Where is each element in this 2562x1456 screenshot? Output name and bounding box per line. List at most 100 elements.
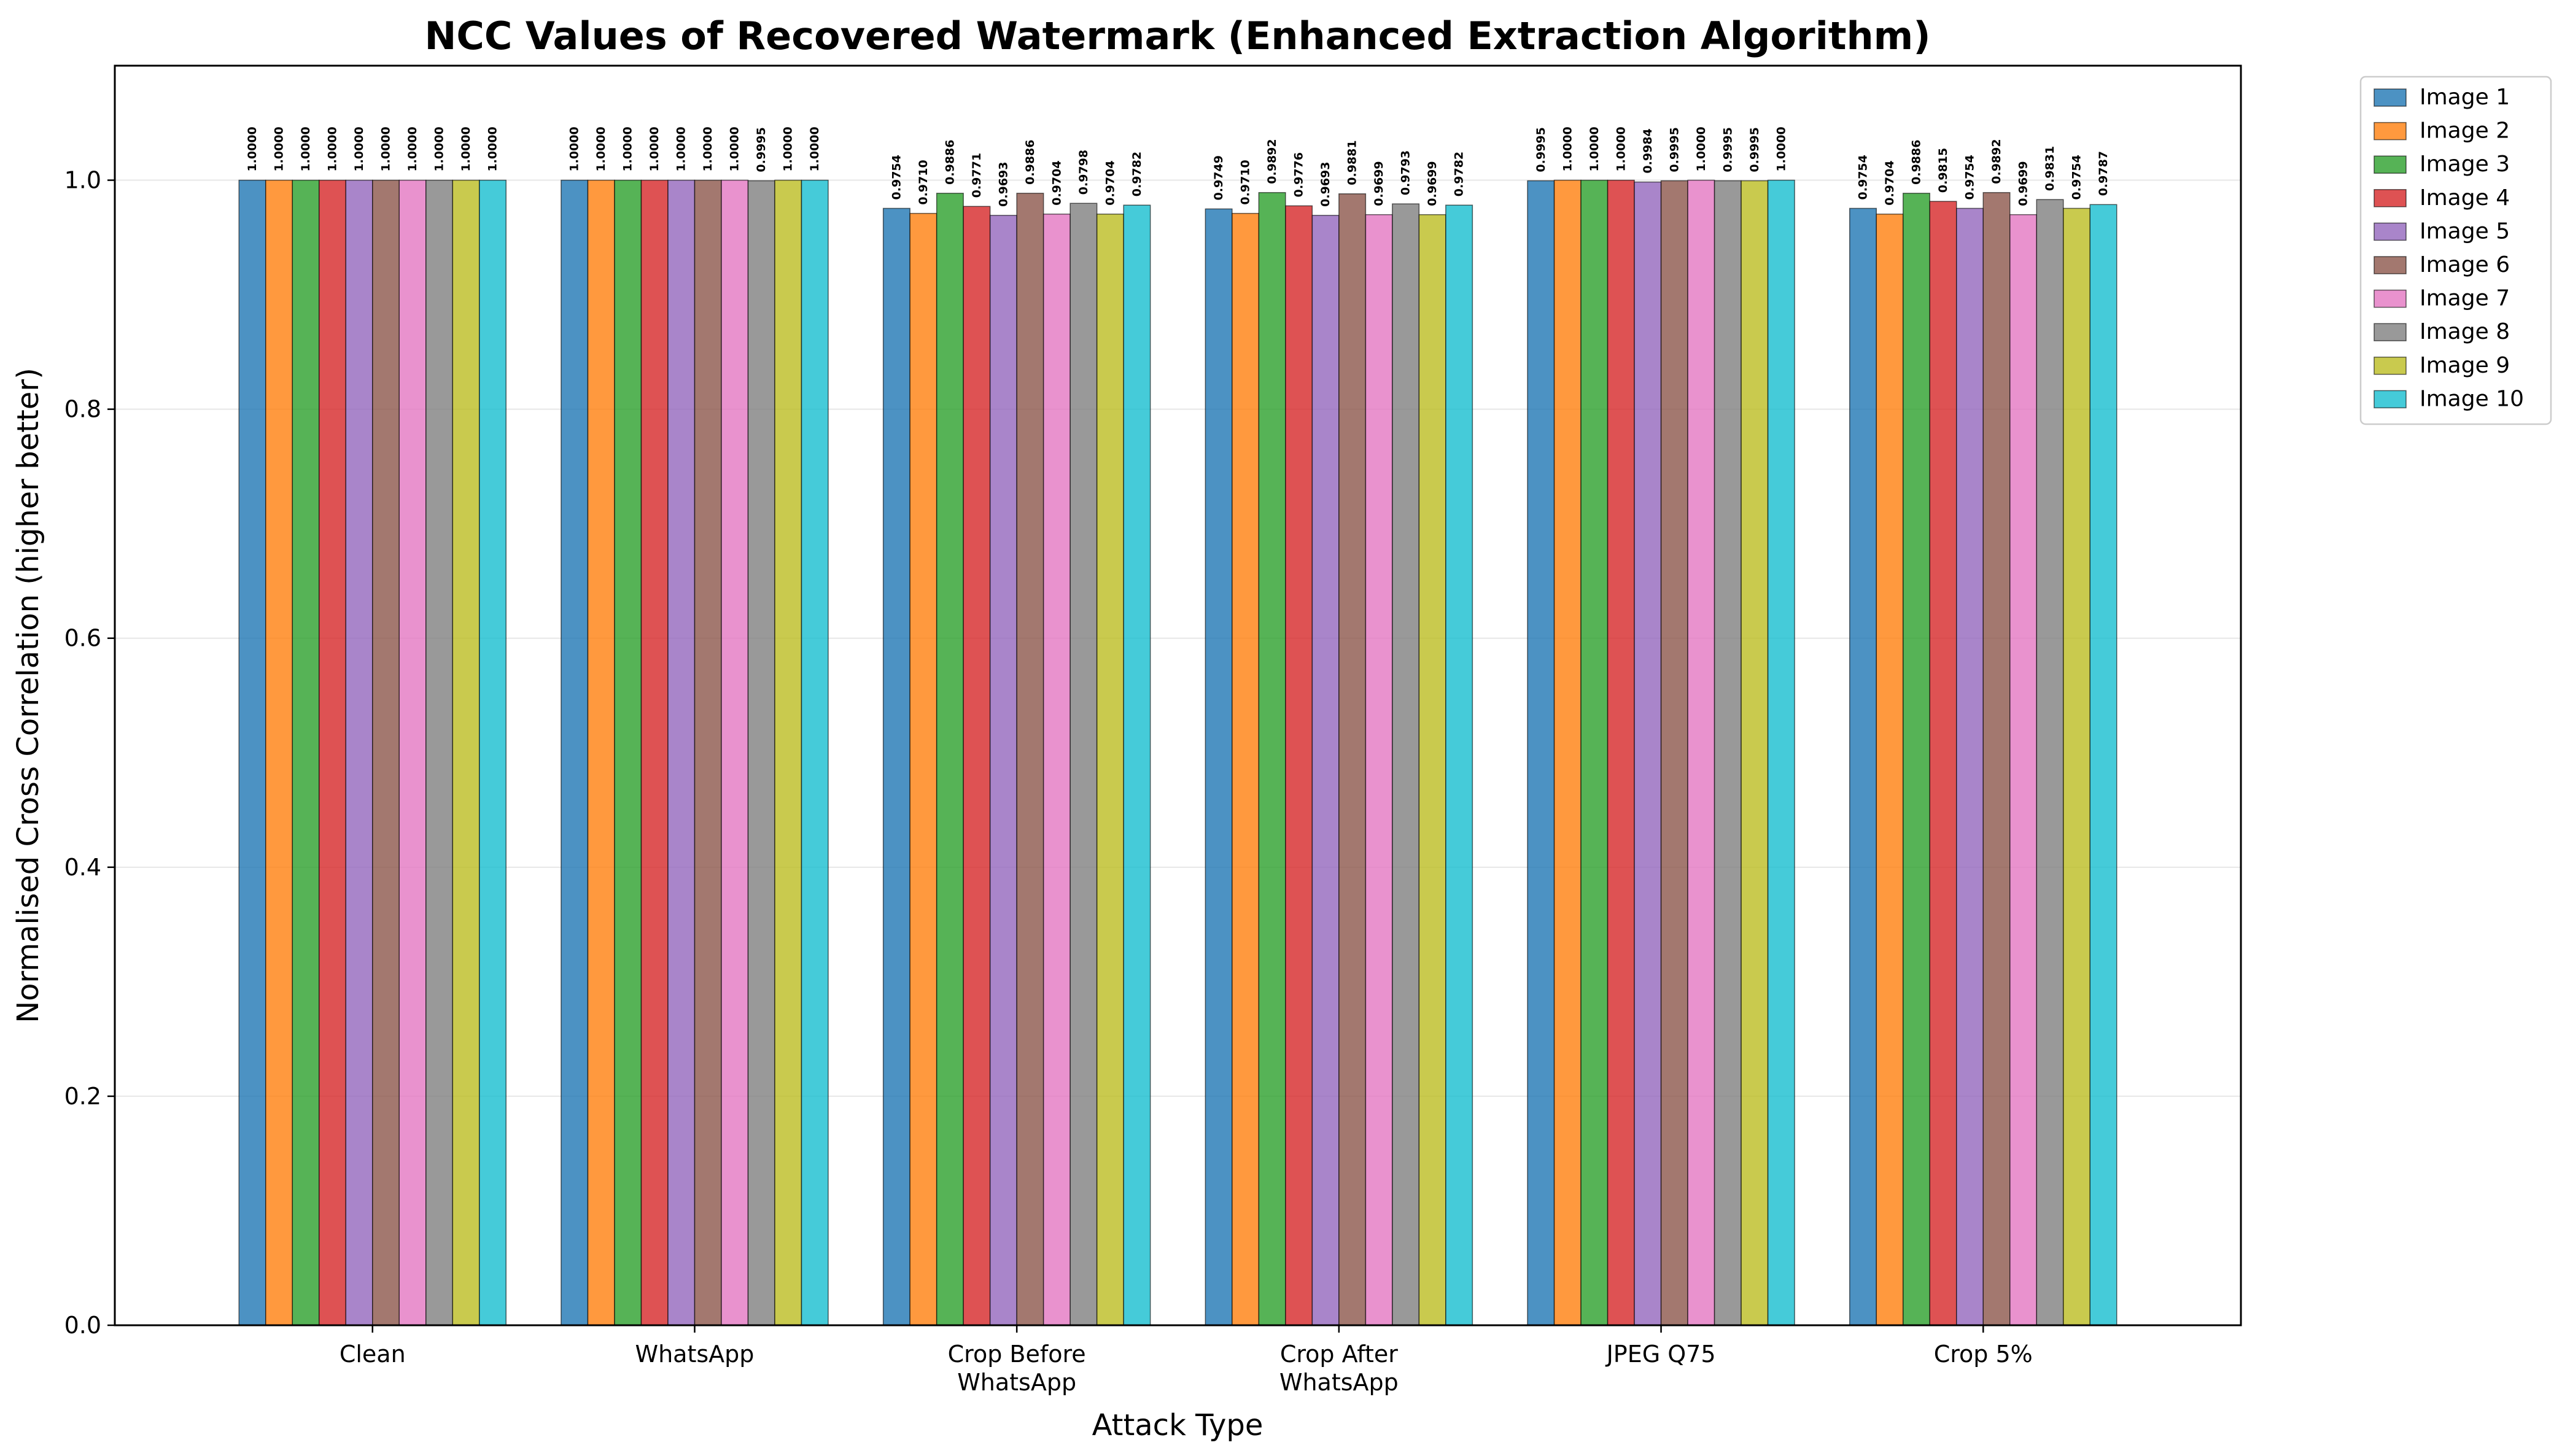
- bar-value-label: 0.9699: [1372, 161, 1386, 206]
- bar: [1876, 214, 1904, 1326]
- x-tick-label: JPEG Q75: [1605, 1341, 1716, 1368]
- bar: [1205, 208, 1233, 1326]
- x-tick-label: WhatsApp: [635, 1341, 755, 1368]
- bar: [1553, 179, 1582, 1326]
- x-tick-label: Clean: [340, 1341, 406, 1368]
- legend-label: Image 2: [2420, 118, 2510, 144]
- bar-value-label: 1.0000: [701, 126, 715, 171]
- bar: [398, 179, 427, 1326]
- bar-value-label: 0.9815: [1936, 148, 1950, 193]
- bar: [1955, 207, 1984, 1326]
- bar: [989, 215, 1017, 1326]
- bar-labels-group: 1.0000 1.0000 1.0000 1.0000 1.0000 1.0000 1.00…: [246, 126, 2110, 207]
- plot-area-frame: [114, 64, 2242, 1326]
- bar-value-label: 1.0000: [486, 126, 500, 171]
- bar: [909, 212, 937, 1326]
- bar: [452, 179, 480, 1326]
- bar: [774, 179, 802, 1326]
- y-axis: 0.0 0.2 0.4 0.6 0.8 1.0: [64, 167, 115, 1339]
- bar-value-label: 1.0000: [352, 126, 366, 171]
- bar-value-label: 1.0000: [433, 126, 446, 171]
- bar-value-label: 0.9831: [2043, 146, 2057, 191]
- bar: [1982, 192, 2011, 1326]
- bar-value-label: 0.9881: [1346, 140, 1359, 185]
- bar: [2089, 204, 2118, 1326]
- bar: [1285, 205, 1313, 1326]
- bar: [319, 179, 347, 1326]
- bar-value-label: 1.0000: [326, 126, 340, 171]
- bar-value-label: 1.0000: [379, 126, 393, 171]
- bar-value-label: 0.9995: [1667, 127, 1681, 172]
- legend-swatch: [2374, 289, 2407, 308]
- legend-label: Image 1: [2420, 85, 2510, 110]
- bar: [1392, 203, 1420, 1326]
- bar: [265, 179, 293, 1326]
- bar-value-label: 1.0000: [299, 126, 312, 171]
- bar: [345, 179, 373, 1326]
- bar-value-label: 0.9787: [2097, 151, 2110, 196]
- bar-value-label: 1.0000: [459, 126, 473, 171]
- bar: [2036, 199, 2064, 1326]
- legend-swatch: [2374, 390, 2407, 409]
- bar: [1849, 207, 1877, 1326]
- x-tick-label: Crop After: [1280, 1341, 1398, 1368]
- bar: [292, 179, 320, 1326]
- bar: [1580, 179, 1609, 1326]
- bar-value-label: 0.9886: [1909, 139, 1923, 184]
- legend-swatch: [2374, 122, 2407, 141]
- bar-value-label: 0.9995: [1748, 127, 1761, 172]
- bar: [694, 179, 722, 1326]
- bar: [1902, 193, 1930, 1326]
- legend-swatch: [2374, 256, 2407, 274]
- y-tick-label: 0.0: [64, 1312, 101, 1339]
- bar: [425, 179, 454, 1326]
- bar-value-label: 0.9892: [1990, 139, 2003, 184]
- legend-label: Image 9: [2420, 353, 2510, 378]
- bar-value-label: 0.9886: [1023, 139, 1037, 184]
- bar-value-label: 0.9710: [1239, 160, 1252, 204]
- bar: [561, 179, 589, 1326]
- bar-value-label: 0.9693: [1319, 161, 1332, 206]
- legend-swatch: [2374, 155, 2407, 174]
- bar-value-label: 0.9699: [2016, 161, 2030, 206]
- legend-label: Image 3: [2420, 152, 2510, 177]
- bar: [1687, 179, 1715, 1326]
- bar: [372, 179, 400, 1326]
- bar: [1069, 203, 1098, 1326]
- bar: [1634, 181, 1662, 1326]
- bar-value-label: 1.0000: [1561, 126, 1574, 171]
- bar: [1418, 214, 1446, 1326]
- bar: [238, 179, 266, 1326]
- bar: [1016, 193, 1044, 1326]
- bar-value-label: 1.0000: [675, 126, 688, 171]
- bar-value-label: 1.0000: [1694, 126, 1708, 171]
- bar-value-label: 0.9995: [1721, 127, 1734, 172]
- y-tick-label: 0.4: [64, 854, 101, 881]
- bar-value-label: 1.0000: [568, 126, 581, 171]
- bar-value-label: 0.9754: [2070, 155, 2083, 199]
- bar-value-label: 1.0000: [246, 126, 259, 171]
- bar: [1123, 204, 1151, 1326]
- legend-label: Image 8: [2420, 319, 2510, 344]
- bar-value-label: 1.0000: [1588, 126, 1601, 171]
- bar-value-label: 1.0000: [648, 126, 661, 171]
- bar: [1767, 179, 1795, 1326]
- bar: [1338, 193, 1367, 1326]
- bar: [1714, 180, 1742, 1326]
- bar: [1929, 201, 1957, 1326]
- bar-value-label: 1.0000: [782, 126, 795, 171]
- bar-value-label: 0.9793: [1399, 150, 1413, 195]
- bar: [640, 179, 669, 1326]
- bar: [2062, 207, 2090, 1326]
- bar: [1042, 214, 1071, 1326]
- bar: [1741, 180, 1769, 1326]
- legend-label: Image 6: [2420, 252, 2510, 277]
- x-tick-label: WhatsApp: [957, 1369, 1076, 1396]
- bar: [587, 179, 615, 1326]
- bar: [1660, 180, 1688, 1326]
- bar: [1258, 192, 1286, 1326]
- bar: [963, 206, 991, 1326]
- bar-value-label: 0.9704: [1883, 160, 1896, 205]
